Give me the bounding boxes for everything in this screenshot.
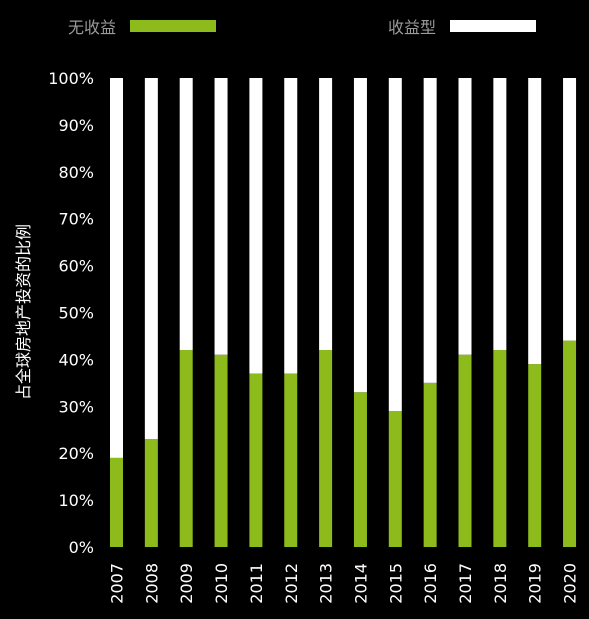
x-tick-label: 2009 [177, 563, 196, 604]
bar-no-income-2013 [319, 350, 333, 547]
bar-no-income-2011 [249, 373, 263, 547]
bar-income-2018 [493, 78, 507, 351]
bar-no-income-2010 [214, 354, 228, 547]
bar-income-2012 [284, 78, 298, 374]
legend-item-no-income: 无收益 [68, 14, 217, 38]
bar-no-income-2018 [493, 350, 507, 547]
bar-income-2009 [179, 78, 193, 351]
bar-no-income-2007 [110, 457, 123, 547]
bar-income-2016 [423, 78, 437, 383]
bar-income-2010 [214, 78, 228, 355]
y-tick-label: 70% [58, 210, 94, 229]
bar-no-income-2015 [388, 410, 402, 547]
bar-no-income-2016 [423, 382, 437, 547]
bar-no-income-2009 [179, 350, 193, 547]
y-tick-label: 100% [48, 69, 94, 88]
bar-income-2014 [353, 78, 367, 393]
x-tick-label: 2017 [456, 563, 475, 604]
bar-income-2017 [458, 78, 472, 355]
legend-swatch-income [450, 20, 537, 32]
legend-swatch-no-income [130, 20, 217, 32]
bar-income-2011 [249, 78, 263, 374]
bar-income-2015 [388, 78, 402, 411]
x-tick-label: 2019 [526, 563, 545, 604]
bar-no-income-2008 [144, 439, 158, 547]
x-tick-label: 2008 [142, 563, 161, 604]
bar-no-income-2017 [458, 354, 472, 547]
y-tick-label: 40% [58, 350, 94, 369]
legend-label-no-income: 无收益 [68, 18, 117, 37]
x-tick-label: 2014 [351, 563, 370, 604]
x-tick-label: 2011 [247, 563, 266, 604]
x-tick-label: 2018 [491, 563, 510, 604]
legend-label-income: 收益型 [388, 18, 437, 37]
y-tick-label: 60% [58, 257, 94, 276]
bar-no-income-2020 [563, 340, 577, 547]
bar-no-income-2012 [284, 373, 298, 547]
bar-no-income-2014 [353, 392, 367, 547]
x-tick-label: 2012 [282, 563, 301, 604]
x-tick-label: 2010 [212, 563, 231, 604]
bar-income-2019 [528, 78, 542, 365]
bar-income-2007 [110, 78, 123, 458]
y-tick-label: 90% [58, 116, 94, 135]
y-tick-label: 30% [58, 397, 94, 416]
y-tick-label: 20% [58, 444, 94, 463]
x-tick-label: 2016 [421, 563, 440, 604]
bar-income-2013 [319, 78, 333, 351]
legend-item-income: 收益型 [388, 14, 537, 38]
x-tick-label: 2020 [561, 563, 580, 604]
x-tick-label: 2013 [317, 563, 336, 604]
y-tick-label: 0% [69, 538, 94, 557]
bar-income-2008 [144, 78, 158, 440]
y-tick-label: 10% [58, 491, 94, 510]
y-tick-label: 50% [58, 304, 94, 323]
y-tick-label: 80% [58, 163, 94, 182]
x-tick-label: 2007 [108, 563, 127, 604]
bar-income-2020 [563, 78, 577, 341]
bar-no-income-2019 [528, 364, 542, 547]
x-tick-label: 2015 [386, 563, 405, 604]
